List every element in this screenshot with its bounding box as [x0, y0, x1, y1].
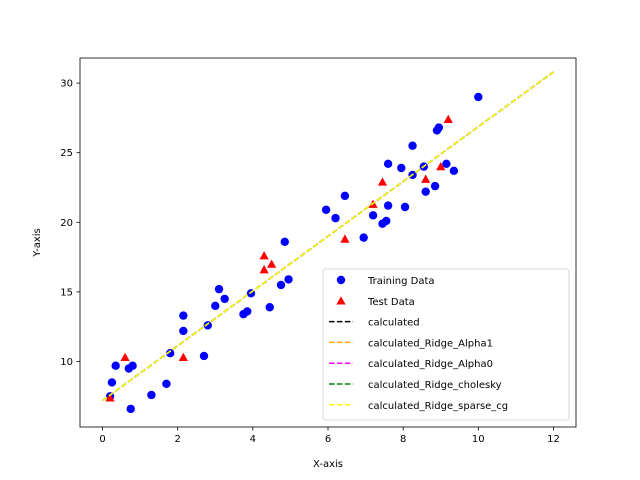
training-data-point [126, 404, 135, 414]
training-data-point [331, 213, 340, 223]
legend-label: calculated_Ridge_Alpha1 [368, 338, 493, 349]
training-data-point [474, 92, 483, 102]
training-data-point [397, 163, 406, 173]
training-data-point [246, 289, 256, 298]
series-training-data [105, 92, 483, 414]
training-data-point [430, 181, 440, 191]
legend: Training Data Test Data calculated calculat… [322, 268, 570, 421]
training-data-point [179, 311, 188, 320]
test-data-point [443, 114, 453, 123]
x-tick-label: 8 [400, 434, 406, 445]
training-data-point [276, 280, 286, 290]
training-data-point [408, 141, 417, 150]
y-tick-label: 10 [60, 357, 73, 368]
training-data-point [220, 294, 229, 304]
training-data-point [442, 159, 451, 169]
y-axis-title: Y-axis [32, 228, 43, 258]
y-tick-label: 20 [60, 218, 73, 229]
training-data-point [449, 166, 459, 175]
x-tick-label: 10 [472, 434, 485, 445]
training-data-point [162, 379, 171, 389]
training-data-point [400, 202, 410, 212]
legend-label: Test Data [367, 297, 415, 308]
x-tick-label: 12 [547, 434, 560, 445]
test-data-point [105, 393, 115, 402]
test-data-point [178, 352, 188, 362]
test-data-point [340, 234, 350, 243]
test-data-point [259, 251, 269, 260]
training-data-point [128, 361, 137, 370]
training-data-point [111, 361, 120, 370]
training-data-point [203, 321, 212, 330]
training-data-point [243, 307, 252, 316]
x-axis-title: X-axis [313, 459, 343, 470]
training-data-point [359, 233, 368, 242]
x-tick-label: 2 [175, 434, 181, 445]
training-data-point [147, 390, 156, 400]
legend-box [322, 268, 570, 421]
training-data-point [214, 284, 224, 294]
training-data-point [265, 303, 274, 312]
training-data-point [199, 351, 209, 361]
test-data-point [377, 177, 388, 186]
legend-label: calculated_Ridge_sparse_cg [368, 401, 508, 412]
training-data-point [340, 191, 350, 201]
legend-label: Training Data [367, 276, 435, 287]
x-axis: 0 2 4 6 8 10 12 [99, 427, 560, 445]
legend-marker [336, 275, 346, 285]
y-tick-label: 25 [60, 148, 73, 159]
training-data-point [165, 349, 175, 358]
y-tick-label: 15 [60, 287, 73, 298]
training-data-point [179, 326, 188, 336]
plot-area [102, 71, 554, 414]
training-data-point [382, 216, 391, 226]
training-data-point [280, 237, 289, 247]
y-tick-label: 30 [60, 79, 73, 90]
test-data-point [259, 265, 269, 274]
test-data-point [436, 162, 446, 171]
x-tick-label: 6 [325, 434, 331, 445]
training-data-point [368, 211, 378, 220]
training-data-point [383, 159, 393, 169]
legend-label: calculated_Ridge_cholesky [368, 380, 502, 391]
x-tick-label: 0 [99, 434, 105, 445]
test-data-point [421, 174, 431, 183]
training-data-point [321, 205, 331, 214]
test-data-point [267, 259, 277, 268]
training-data-point [421, 187, 430, 196]
legend-label: calculated [368, 318, 420, 329]
y-axis: 10 15 20 25 30 [60, 79, 80, 368]
test-data-point [120, 352, 130, 362]
legend-label: calculated_Ridge_Alpha0 [368, 359, 493, 370]
x-tick-label: 4 [250, 434, 256, 445]
legend-marker [336, 296, 346, 305]
training-data-point [211, 301, 220, 311]
training-data-point [107, 378, 117, 387]
line-calculated-ridge-sparse-cg [102, 71, 554, 402]
training-data-point [383, 201, 393, 210]
training-data-point [434, 123, 444, 132]
training-data-point [284, 275, 293, 284]
